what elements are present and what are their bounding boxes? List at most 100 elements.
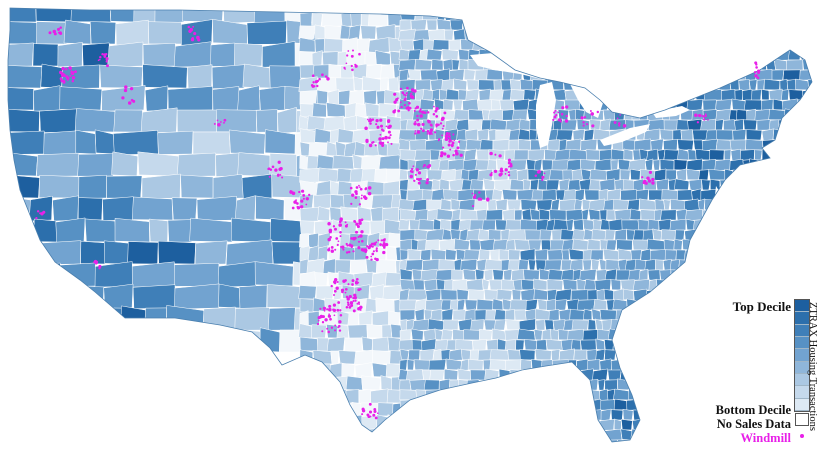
county <box>697 198 706 211</box>
county <box>456 289 469 301</box>
county <box>504 149 516 161</box>
county <box>355 103 367 118</box>
county <box>452 278 469 291</box>
county <box>683 418 694 431</box>
windmill-point <box>305 197 309 201</box>
windmill-point <box>443 152 447 156</box>
county <box>751 89 762 101</box>
county <box>407 49 421 61</box>
county <box>338 440 352 442</box>
county <box>431 428 450 441</box>
county <box>489 359 507 371</box>
county <box>564 379 581 391</box>
windmill-point <box>414 130 417 132</box>
legend-ramp-title: ZTRAX Housing Transactions <box>805 300 819 431</box>
windmill-point <box>350 237 353 240</box>
county <box>399 409 414 421</box>
county <box>583 308 593 321</box>
county <box>668 179 676 191</box>
windmill-point <box>440 151 444 155</box>
county <box>763 159 781 171</box>
county <box>488 229 502 241</box>
county <box>456 129 467 141</box>
county <box>603 89 615 101</box>
county <box>633 59 645 71</box>
county <box>393 428 405 442</box>
windmill-point <box>328 307 332 312</box>
windmill-point <box>326 327 329 330</box>
county <box>672 129 682 141</box>
windmill-point <box>446 154 451 158</box>
county <box>804 219 812 231</box>
county <box>795 159 805 171</box>
windmill-point <box>369 118 372 121</box>
county <box>454 9 469 21</box>
county <box>399 299 417 311</box>
county <box>559 348 575 361</box>
county <box>690 8 703 11</box>
legend-swatch <box>795 373 809 387</box>
county <box>810 28 812 41</box>
county <box>666 48 680 61</box>
county <box>412 38 425 51</box>
county <box>614 208 632 221</box>
county <box>551 229 563 241</box>
county <box>718 348 736 361</box>
windmill-point <box>381 144 385 147</box>
windmill-point <box>452 133 455 136</box>
county <box>361 336 373 352</box>
county <box>545 49 564 61</box>
county <box>674 58 687 71</box>
county <box>706 298 715 311</box>
county <box>695 148 711 161</box>
county <box>512 109 528 121</box>
windmill-point <box>338 320 342 324</box>
lake-superior <box>470 52 555 80</box>
county <box>426 199 443 211</box>
county <box>608 218 623 231</box>
county <box>690 309 704 321</box>
county <box>772 98 784 111</box>
windmill-point <box>425 181 429 185</box>
county <box>615 269 631 281</box>
county <box>786 59 804 71</box>
legend-windmill-label: Windmill <box>740 431 791 445</box>
county <box>581 59 598 71</box>
windmill-point <box>361 194 363 197</box>
windmill-point <box>340 219 343 222</box>
county <box>386 246 398 261</box>
county <box>619 8 636 11</box>
windmill-point <box>408 101 411 105</box>
county <box>613 388 631 401</box>
county <box>583 228 593 241</box>
county <box>556 379 567 391</box>
county <box>810 229 812 241</box>
windmill-point <box>416 122 421 127</box>
county <box>794 19 802 31</box>
county <box>672 78 681 91</box>
county <box>455 339 474 351</box>
windmill-point <box>319 307 322 310</box>
county <box>614 179 625 191</box>
county <box>613 398 628 411</box>
county <box>472 339 487 351</box>
windmill-point <box>507 161 511 165</box>
county <box>648 278 658 291</box>
windmill-point <box>589 110 592 112</box>
county <box>530 179 539 191</box>
windmill-point <box>123 88 128 93</box>
county <box>38 174 81 199</box>
county <box>723 258 739 271</box>
county <box>414 58 433 71</box>
county <box>705 129 718 141</box>
county <box>523 269 540 281</box>
county <box>652 399 668 411</box>
county <box>816 139 821 150</box>
county <box>536 388 550 401</box>
county <box>476 209 487 221</box>
county <box>299 336 319 352</box>
county <box>808 19 812 31</box>
county <box>425 228 445 241</box>
county <box>474 199 488 211</box>
county <box>676 298 688 311</box>
